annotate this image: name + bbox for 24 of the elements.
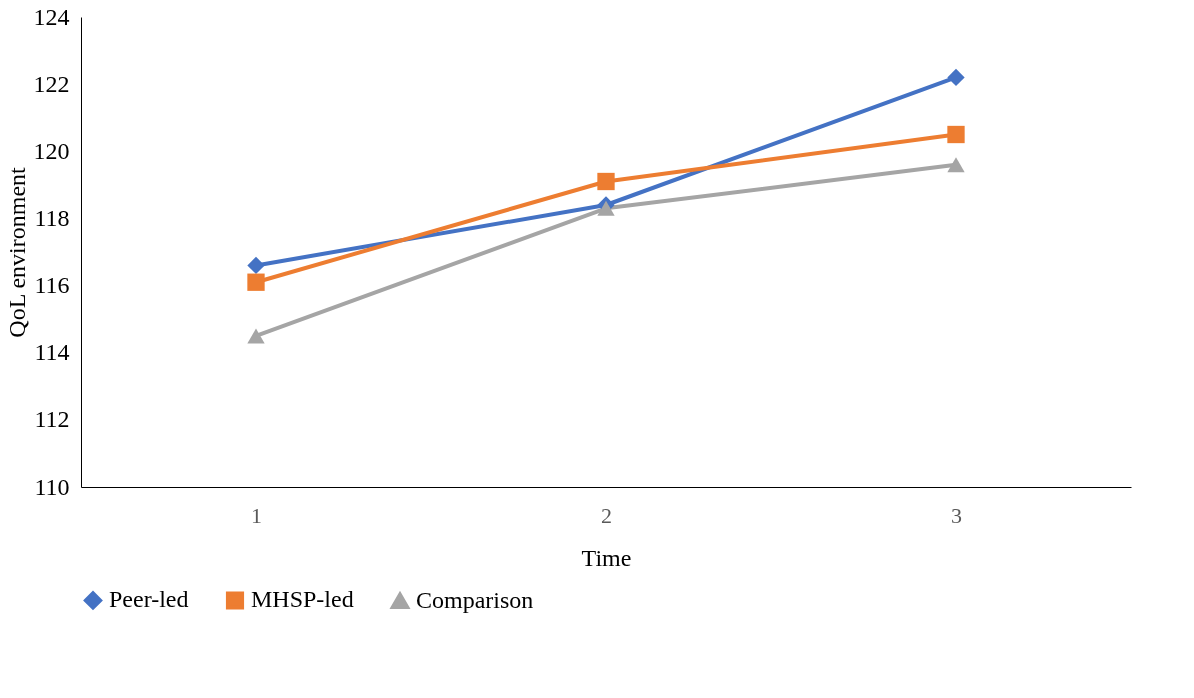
legend-label: Peer-led [109,586,189,613]
legend-label: Comparison [416,586,534,613]
point [947,125,965,144]
point [247,273,265,291]
y-tick-label: 118 [34,204,70,231]
point [597,172,615,191]
x-tick-label: 1 [251,502,262,528]
legend-label: MHSP-led [251,586,354,613]
y-axis-title: QoL environment [3,166,30,338]
point [247,328,265,344]
point [947,68,965,87]
y-tick-label: 112 [34,406,70,433]
y-tick-label: 114 [34,339,70,366]
y-tick-label: 122 [33,70,70,97]
x-tick-label: 2 [601,502,612,528]
x-tick-label: 3 [951,502,962,528]
y-tick-label: 124 [33,3,70,30]
point [597,200,615,216]
y-tick-label: 116 [34,272,70,299]
x-axis-title: Time [581,544,632,571]
y-tick-label: 110 [34,473,70,500]
point [947,157,965,173]
y-tick-label: 120 [33,137,70,164]
point [247,256,265,275]
